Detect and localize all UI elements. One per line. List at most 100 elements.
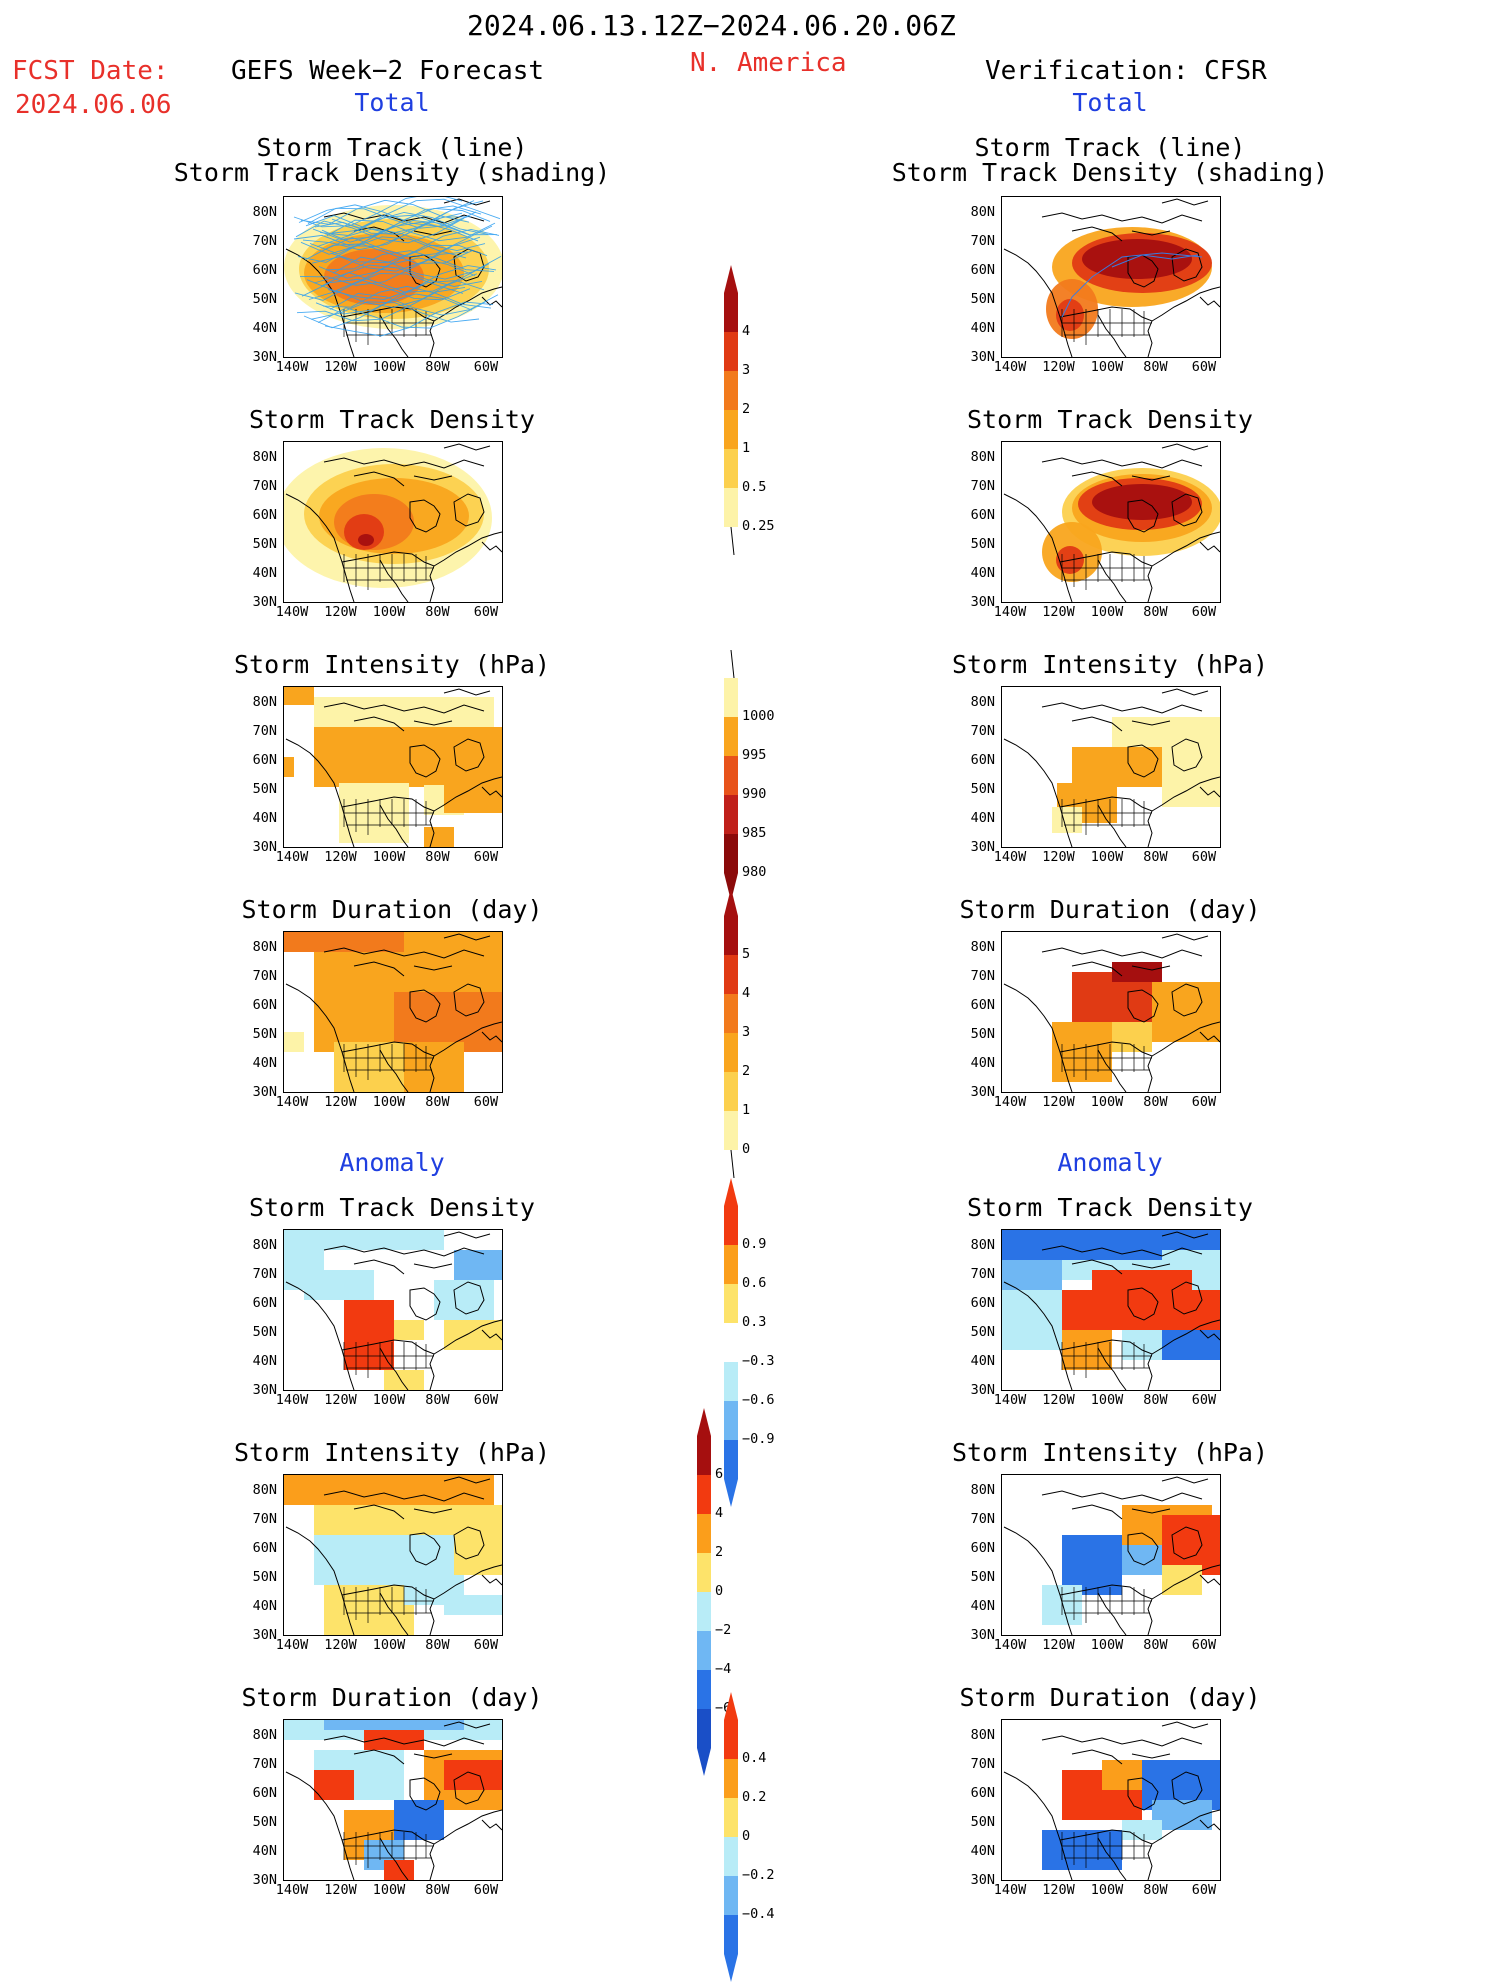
- lon-tick-label: 100W: [372, 849, 406, 865]
- colorbar-canvas: [724, 649, 738, 901]
- colorbar-label: −2: [715, 1622, 732, 1638]
- lat-tick-label: 80N: [970, 1237, 995, 1253]
- colorbar-segment: [697, 1553, 711, 1592]
- lon-tick-label: 120W: [1042, 1882, 1075, 1898]
- lon-tick-label: 140W: [275, 849, 309, 865]
- map-duration-left: [283, 931, 503, 1093]
- colorbar-segment: [724, 916, 738, 955]
- lat-tick-label: 60N: [970, 507, 995, 523]
- lat-tick-label: 40N: [252, 810, 277, 826]
- lon-tick-label: 60W: [473, 359, 499, 375]
- lat-tick-label: 50N: [970, 1814, 995, 1830]
- colorbar-segment: [724, 795, 738, 834]
- colorbar-canvas: [724, 1692, 738, 1982]
- lon-tick-label: 60W: [473, 1882, 499, 1898]
- map-track-left-canvas: [284, 197, 502, 357]
- colorbar-density: 4 3 2 1 0.5 0.25: [722, 265, 782, 559]
- title-anom-intensity-left: Storm Intensity (hPa): [233, 1438, 551, 1467]
- colorbar-segment: [724, 1245, 738, 1284]
- lat-tick-label: 40N: [252, 1353, 277, 1369]
- lat-tick-label: 60N: [252, 997, 277, 1013]
- colorbar-label: 0.3: [742, 1314, 767, 1330]
- lat-tick-label: 30N: [252, 594, 277, 610]
- lon-tick-label: 140W: [275, 1392, 309, 1408]
- lon-tick-label: 100W: [1090, 1882, 1124, 1898]
- lat-tick-label: 40N: [252, 1055, 277, 1071]
- colorbar-segment: [724, 293, 738, 332]
- colorbar-label: 3: [742, 362, 751, 378]
- lat-tick-label: 60N: [252, 1540, 277, 1556]
- colorbar-label: 0.9: [742, 1236, 767, 1252]
- left-anomaly-title: Anomaly: [339, 1148, 445, 1177]
- lon-tick-label: 140W: [275, 1094, 309, 1110]
- lon-tick-label: 80W: [1143, 1392, 1168, 1408]
- lon-tick-label: 100W: [372, 359, 406, 375]
- fcst-date-value: 2024.06.06: [15, 90, 172, 120]
- lat-tick-label: 30N: [970, 839, 995, 855]
- lon-tick-label: 100W: [372, 1882, 406, 1898]
- right-total-title: Total: [1072, 88, 1148, 117]
- lon-tick-label: 140W: [275, 1882, 309, 1898]
- colorbar-segment: [697, 1436, 711, 1475]
- lon-tick-label: 140W: [275, 359, 309, 375]
- colorbar-label: 0.5: [742, 479, 767, 495]
- lon-tick-label: 60W: [1191, 1882, 1217, 1898]
- lon-tick-label: 100W: [1090, 1637, 1124, 1653]
- lat-tick-label: 70N: [252, 723, 277, 739]
- colorbar-segment: [724, 678, 738, 717]
- lat-tick-label: 70N: [970, 1756, 995, 1772]
- lat-tick-label: 30N: [970, 1084, 995, 1100]
- lat-tick-label: 80N: [252, 1237, 277, 1253]
- lat-tick-label: 50N: [252, 1324, 277, 1340]
- colorbar-segment: [724, 955, 738, 994]
- left-column-title: GEFS Week−2 Forecast: [231, 56, 545, 86]
- colorbar-canvas: [724, 265, 738, 556]
- lon-tick-label: 140W: [993, 359, 1027, 375]
- title-anom-duration-left: Storm Duration (day): [241, 1683, 543, 1712]
- title-track-line-left: Storm Track (line): [256, 133, 528, 162]
- map-density-right-canvas: [1003, 443, 1220, 602]
- lat-tick-label: 80N: [252, 204, 277, 220]
- lon-tick-label: 100W: [1090, 1094, 1124, 1110]
- colorbar-label: 0: [742, 1828, 751, 1844]
- lon-tick-label: 80W: [425, 359, 450, 375]
- map-track-right: [1001, 196, 1221, 358]
- colorbar-label: 990: [742, 786, 767, 802]
- lon-tick-label: 140W: [275, 1637, 309, 1653]
- title-anom-density-right: Storm Track Density: [967, 1193, 1253, 1222]
- colorbar-bottom-arrow: [724, 1479, 738, 1507]
- lat-tick-label: 40N: [970, 1353, 995, 1369]
- colorbar-segment: [724, 449, 738, 488]
- lat-tick-label: 50N: [252, 1569, 277, 1585]
- colorbar-label: 0.25: [742, 518, 775, 534]
- colorbar-segment: [724, 1837, 738, 1876]
- colorbar-segment: [697, 1514, 711, 1553]
- lon-tick-label: 120W: [1042, 359, 1075, 375]
- colorbar-label: 995: [742, 747, 767, 763]
- colorbar-segment: [724, 1720, 738, 1759]
- map-anom-duration-right-canvas: [1003, 1721, 1220, 1880]
- colorbar-duration: 5 4 3 2 1 0: [722, 888, 782, 1182]
- colorbar-label: −0.6: [742, 1392, 775, 1408]
- lat-tick-label: 80N: [252, 939, 277, 955]
- map-anom-intensity-right-canvas: [1003, 1476, 1220, 1635]
- map-duration-right: [1001, 931, 1221, 1093]
- lat-tick-label: 30N: [252, 349, 277, 365]
- lat-tick-label: 80N: [970, 449, 995, 465]
- lat-tick-label: 40N: [252, 1598, 277, 1614]
- lat-tick-label: 60N: [252, 752, 277, 768]
- lat-tick-label: 80N: [252, 449, 277, 465]
- lon-tick-label: 140W: [993, 1882, 1027, 1898]
- map-anom-intensity-right: [1001, 1474, 1221, 1636]
- lon-tick-label: 80W: [1143, 1094, 1168, 1110]
- lat-tick-label: 70N: [970, 968, 995, 984]
- lat-tick-label: 30N: [970, 1872, 995, 1888]
- title-anom-intensity-right: Storm Intensity (hPa): [951, 1438, 1269, 1467]
- lon-tick-label: 60W: [1191, 1094, 1217, 1110]
- colorbar-label: 0: [742, 1141, 751, 1157]
- title-anom-density-left: Storm Track Density: [249, 1193, 535, 1222]
- lat-tick-label: 70N: [252, 1756, 277, 1772]
- lon-tick-label: 60W: [1191, 359, 1217, 375]
- lat-tick-label: 60N: [252, 1295, 277, 1311]
- colorbar-label: −0.3: [742, 1353, 775, 1369]
